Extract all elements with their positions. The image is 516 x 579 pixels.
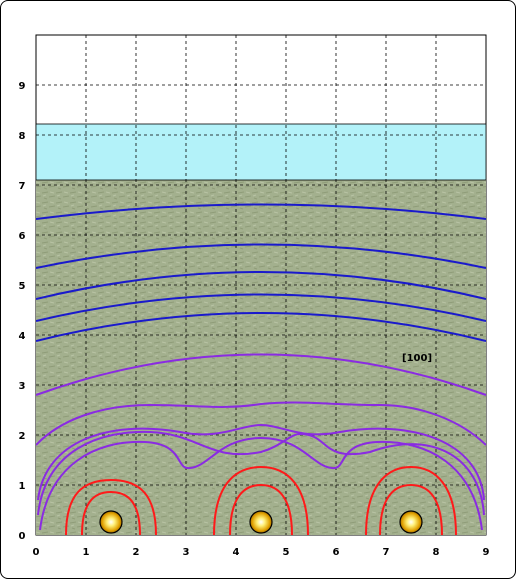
y-tick-label: 6 [19, 231, 26, 242]
y-tick-label: 9 [19, 81, 26, 92]
soil-layer [36, 180, 486, 535]
y-tick-label: 5 [19, 281, 26, 292]
sources [99, 510, 423, 534]
x-tick-label: 7 [383, 547, 390, 558]
red-contours [65, 465, 457, 535]
x-tick-label: 1 [83, 547, 90, 558]
y-tick-label: 2 [19, 431, 26, 442]
source-marker [399, 510, 423, 534]
blue-contours [36, 203, 486, 342]
y-tick-label: 1 [19, 481, 26, 492]
purple-contours [36, 353, 486, 531]
x-tick-label: 4 [233, 547, 240, 558]
x-tick-label: 2 [133, 547, 140, 558]
x-tick-label: 5 [283, 547, 290, 558]
y-tick-label: 7 [19, 181, 26, 192]
x-tick-label: 6 [333, 547, 340, 558]
x-tick-label: 0 [33, 547, 40, 558]
x-axis-ticks: 0 1 2 3 4 5 6 7 8 9 [33, 547, 490, 558]
source-marker [249, 510, 273, 534]
x-tick-label: 3 [183, 547, 190, 558]
water-layer [35, 123, 487, 181]
x-tick-label: 9 [483, 547, 490, 558]
y-tick-label: 3 [19, 381, 26, 392]
source-marker [99, 510, 123, 534]
y-tick-label: 8 [19, 131, 26, 142]
x-tick-label: 8 [433, 547, 440, 558]
contour-annotation: [100] [402, 353, 432, 364]
y-axis-ticks: 0 1 2 3 4 5 6 7 8 9 [19, 81, 26, 542]
y-tick-label: 4 [19, 331, 26, 342]
y-tick-label: 0 [19, 531, 26, 542]
